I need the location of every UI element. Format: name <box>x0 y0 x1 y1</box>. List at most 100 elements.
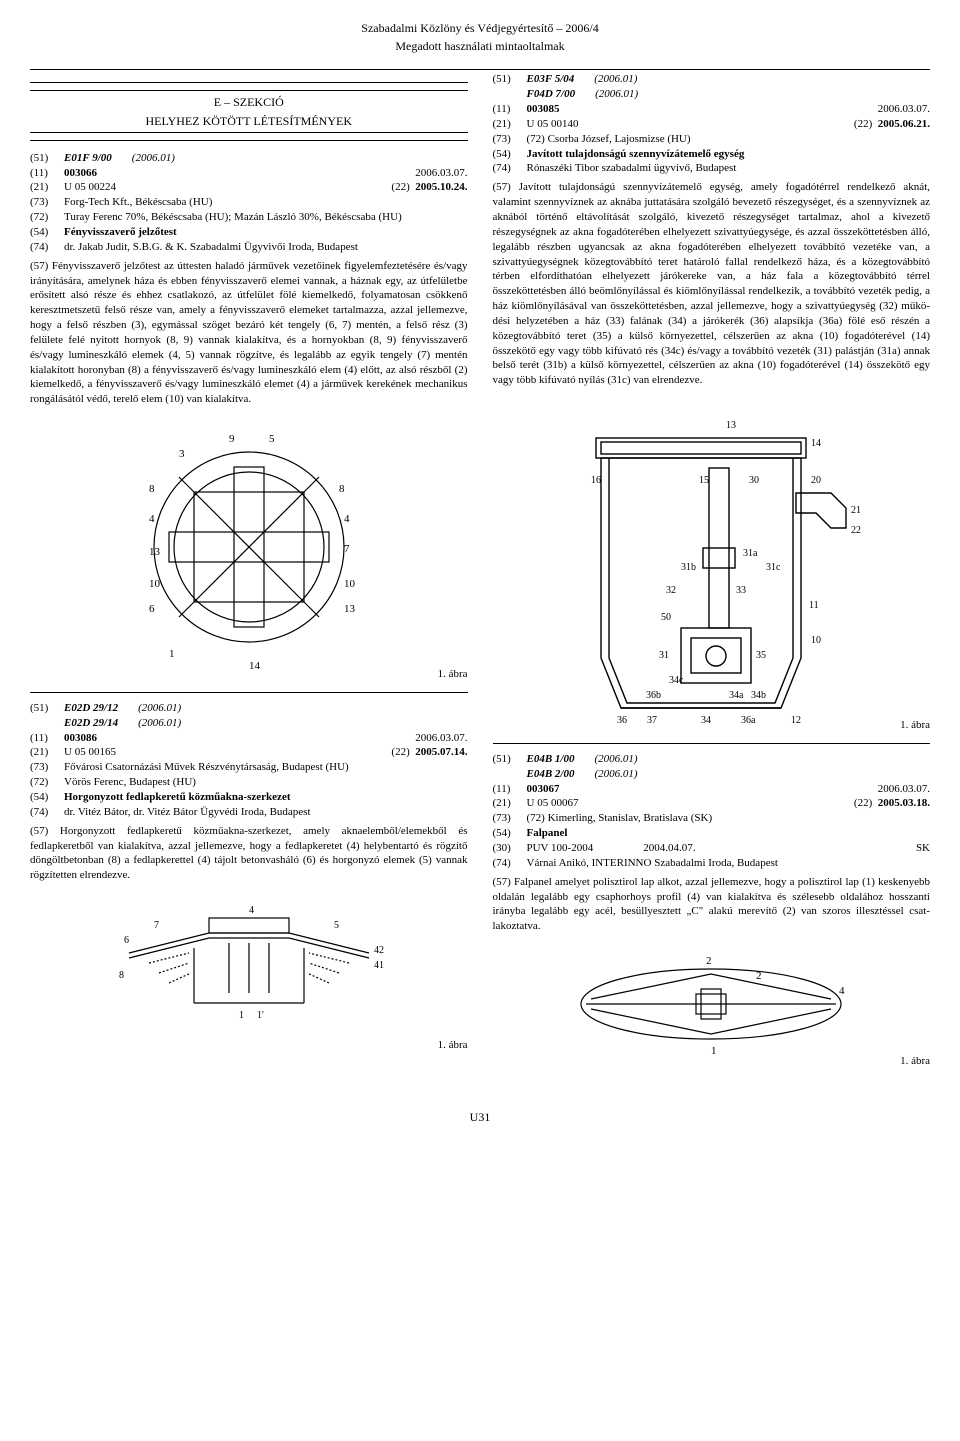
field-code: (74) <box>30 240 64 255</box>
abstract: (57) Horgonyzott fedlapkeretű közműakna-… <box>30 824 468 883</box>
app-date: 2005.10.24. <box>415 181 467 193</box>
pub-date: 2006.03.07. <box>878 782 930 797</box>
svg-text:10: 10 <box>811 635 821 646</box>
app-date: 2005.07.14. <box>415 746 467 758</box>
field-code: (72) <box>30 775 64 790</box>
svg-text:15: 15 <box>699 475 709 486</box>
applicant: (72) Csorba József, Lajosmizse (HU) <box>527 132 691 147</box>
field-code: (73) <box>30 760 64 775</box>
inventor: Turay Ferenc 70%, Békéscsaba (HU); Mazán… <box>64 210 402 225</box>
field-code: (54) <box>493 826 527 841</box>
field-code: (73) <box>493 811 527 826</box>
svg-text:8: 8 <box>339 483 345 495</box>
field-code: (22) <box>391 181 409 193</box>
svg-text:4: 4 <box>839 985 845 997</box>
svg-text:31a: 31a <box>743 548 758 559</box>
svg-text:33: 33 <box>736 585 746 596</box>
title: Javított tulajdonságú szennyvízátemelő e… <box>527 147 745 162</box>
svg-text:5: 5 <box>269 433 275 445</box>
field-code: (11) <box>493 782 527 797</box>
ipc-date: (2006.01) <box>594 72 637 87</box>
field-code: (11) <box>30 731 64 746</box>
field-code: (22) <box>854 797 872 809</box>
svg-text:6: 6 <box>124 935 129 946</box>
section-title: HELYHEZ KÖTÖTT LÉTESÍTMÉNYEK <box>30 113 468 129</box>
app-date: 2005.06.21. <box>878 118 930 130</box>
app-date: 2005.03.18. <box>878 797 930 809</box>
pub-date: 2006.03.07. <box>415 731 467 746</box>
ipc-class: E02D 29/14 <box>64 716 118 731</box>
pub-number: 003086 <box>64 731 97 746</box>
app-number: U 05 00224 <box>64 180 116 195</box>
svg-text:1': 1' <box>257 1010 264 1021</box>
applicant: (72) Kimerling, Stanislav, Bratislava (S… <box>527 811 713 826</box>
ipc-date: (2006.01) <box>594 767 637 782</box>
pub-date: 2006.03.07. <box>878 102 930 117</box>
svg-text:35: 35 <box>756 650 766 661</box>
agent: dr. Jakab Judit, S.B.G. & K. Szabadalmi … <box>64 240 358 255</box>
svg-text:9: 9 <box>229 433 235 445</box>
app-number: U 05 00140 <box>527 117 579 132</box>
svg-text:34c: 34c <box>669 675 684 686</box>
svg-text:16: 16 <box>591 475 601 486</box>
svg-text:2: 2 <box>756 970 762 982</box>
svg-text:10: 10 <box>344 578 356 590</box>
agent: Rónaszéki Tibor szabadalmi ügyvivő, Buda… <box>527 161 737 176</box>
ipc-date: (2006.01) <box>132 151 175 166</box>
field-code <box>493 87 527 102</box>
patent-entry: (51)E03F 5/04(2006.01) F04D 7/00(2006.01… <box>493 72 931 733</box>
drawing-icon: 114 610 134 83 95 84 710 13 <box>119 417 379 677</box>
field-code: (74) <box>493 161 527 176</box>
svg-text:31c: 31c <box>766 562 781 573</box>
priority-country: SK <box>916 841 930 856</box>
field-code: (22) <box>854 118 872 130</box>
pub-date: 2006.03.07. <box>415 166 467 181</box>
field-code: (54) <box>30 225 64 240</box>
entry-divider <box>493 743 931 744</box>
svg-text:6: 6 <box>149 603 155 615</box>
field-code: (54) <box>30 790 64 805</box>
app-number: U 05 00165 <box>64 745 116 760</box>
drawing-icon: 67 45 842 411' 1 <box>99 893 399 1023</box>
svg-text:31b: 31b <box>681 562 696 573</box>
page-subtitle: Megadott használati mintaoltalmak <box>30 38 930 54</box>
svg-text:31: 31 <box>659 650 669 661</box>
svg-text:4: 4 <box>344 513 350 525</box>
field-code: (73) <box>30 195 64 210</box>
ipc-date: (2006.01) <box>138 716 181 731</box>
svg-text:37: 37 <box>647 715 657 726</box>
field-code: (21) <box>30 180 64 195</box>
svg-text:7: 7 <box>154 920 159 931</box>
svg-text:3: 3 <box>179 448 185 460</box>
svg-text:10: 10 <box>149 578 161 590</box>
svg-text:14: 14 <box>249 660 261 672</box>
field-code: (11) <box>30 166 64 181</box>
figure-caption: 1. ábra <box>900 1054 930 1069</box>
field-code: (22) <box>391 746 409 758</box>
right-column: (51)E03F 5/04(2006.01) F04D 7/00(2006.01… <box>493 72 931 1079</box>
svg-text:50: 50 <box>661 612 671 623</box>
svg-text:21: 21 <box>851 505 861 516</box>
ipc-class: E04B 2/00 <box>527 767 575 782</box>
title: Horgonyzott fedlapkeretű közműakna-szerk… <box>64 790 290 805</box>
svg-text:36: 36 <box>617 715 627 726</box>
svg-text:22: 22 <box>851 525 861 536</box>
svg-text:2: 2 <box>706 955 712 967</box>
priority: PUV 100-2004 <box>527 841 594 856</box>
ipc-class: F04D 7/00 <box>527 87 576 102</box>
field-code: (54) <box>493 147 527 162</box>
journal-title: Szabadalmi Közlöny és Védjegyértesítő – … <box>30 20 930 36</box>
field-code: (51) <box>30 701 64 716</box>
svg-text:20: 20 <box>811 475 821 486</box>
field-code: (73) <box>493 132 527 147</box>
pub-number: 003067 <box>527 782 560 797</box>
figure-caption: 1. ábra <box>30 1038 468 1053</box>
svg-text:8: 8 <box>119 970 124 981</box>
svg-text:14: 14 <box>811 438 821 449</box>
field-code <box>30 716 64 731</box>
patent-entry: (51)E01F 9/00(2006.01) (11)0030662006.03… <box>30 151 468 682</box>
agent: Várnai Anikó, INTERINNO Szabadalmi Iroda… <box>527 856 778 871</box>
field-code: (21) <box>493 117 527 132</box>
left-column: E – SZEKCIÓ HELYHEZ KÖTÖTT LÉTESÍTMÉNYEK… <box>30 72 468 1079</box>
figure-caption: 1. ábra <box>900 718 930 733</box>
